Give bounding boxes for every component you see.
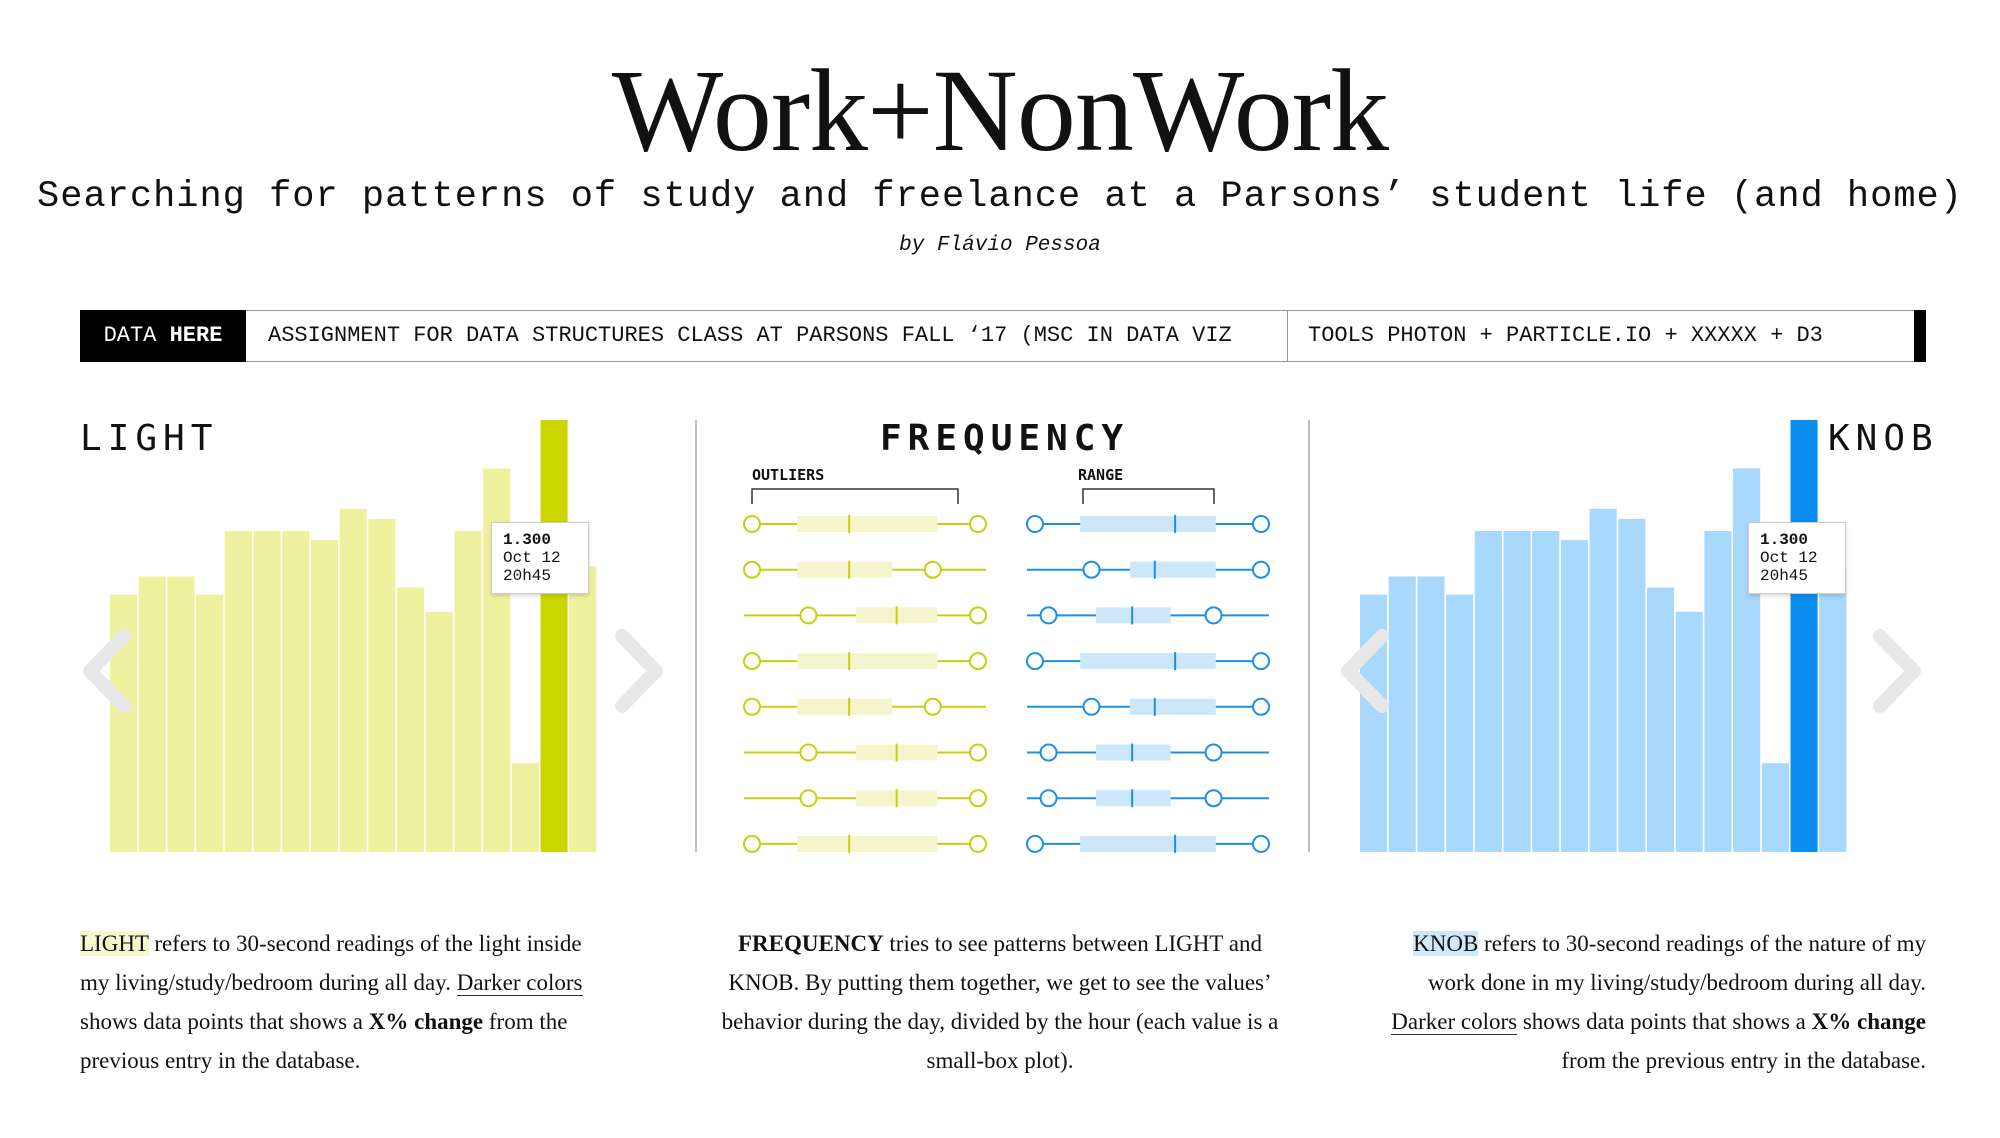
bar[interactable] <box>1618 518 1646 852</box>
bar[interactable] <box>1560 540 1588 852</box>
boxplot-row[interactable] <box>1027 606 1269 625</box>
bar[interactable] <box>425 611 453 852</box>
bar[interactable] <box>1819 566 1847 852</box>
boxplot-row[interactable] <box>1027 697 1270 716</box>
boxplot-group-label: RANGE <box>1078 466 1123 484</box>
bar[interactable] <box>1388 576 1416 852</box>
bar[interactable] <box>1589 508 1617 852</box>
light-next-arrow-icon[interactable] <box>604 626 674 716</box>
light-prev-arrow-icon[interactable] <box>72 626 142 716</box>
boxplot-row[interactable] <box>1026 652 1270 671</box>
boxplot-row[interactable] <box>743 652 987 671</box>
darker-colors-link[interactable]: Darker colors <box>456 970 583 996</box>
boxplot-row[interactable] <box>743 834 987 853</box>
boxplot-row[interactable] <box>743 560 986 579</box>
data-prefix: DATA <box>103 323 157 348</box>
bar[interactable] <box>569 566 597 852</box>
knob-prev-arrow-icon[interactable] <box>1330 626 1400 716</box>
light-desc-text: refers to 30-second readings of the ligh… <box>80 931 582 995</box>
bar[interactable] <box>1704 531 1732 852</box>
light-tooltip: 1.300 Oct 12 20h45 <box>491 522 589 594</box>
frequency-term: FREQUENCY <box>738 931 884 956</box>
knob-desc-text: shows data points that shows a <box>1517 1009 1812 1034</box>
info-bar: DATA HERE ASSIGNMENT FOR DATA STRUCTURES… <box>80 310 1926 362</box>
section-divider <box>1308 420 1310 852</box>
info-bar-end-marker <box>1914 310 1926 362</box>
boxplot-row[interactable] <box>743 697 986 716</box>
page-subtitle: Searching for patterns of study and free… <box>37 176 1963 218</box>
tooltip-date: Oct 12 <box>503 549 561 567</box>
boxplot-group-bracket <box>751 488 959 504</box>
knob-term: KNOB <box>1413 931 1479 956</box>
tools-text: TOOLS PHOTON + PARTICLE.IO + XXXXX + D3 <box>1308 323 1823 348</box>
info-bar-divider <box>1287 311 1288 361</box>
light-desc-text: shows data points that shows a <box>80 1009 369 1034</box>
bar[interactable] <box>167 576 195 852</box>
knob-desc-text: refers to 30-second readings of the natu… <box>1427 931 1926 995</box>
bar[interactable] <box>368 518 396 852</box>
bar[interactable] <box>1446 594 1474 852</box>
boxplot-row[interactable] <box>1027 789 1269 808</box>
knob-tooltip: 1.300 Oct 12 20h45 <box>1748 522 1846 594</box>
boxplot-group-label: OUTLIERS <box>752 466 824 484</box>
assignment-text: ASSIGNMENT FOR DATA STRUCTURES CLASS AT … <box>268 323 1232 348</box>
tooltip-time: 20h45 <box>1760 567 1809 585</box>
tooltip-date: Oct 12 <box>1760 549 1818 567</box>
darker-colors-link[interactable]: Darker colors <box>1391 1009 1518 1035</box>
boxplot-row[interactable] <box>1027 743 1269 762</box>
light-bar-chart <box>110 420 597 852</box>
bar[interactable] <box>397 587 425 852</box>
page-title: Work+NonWork <box>611 45 1389 176</box>
bar[interactable] <box>1474 531 1502 852</box>
bar[interactable] <box>224 531 252 852</box>
knob-desc-bold: X% change <box>1811 1009 1926 1034</box>
bar[interactable] <box>1675 611 1703 852</box>
frequency-desc-text: tries to see patterns between LIGHT and … <box>721 931 1279 1073</box>
knob-bar-chart <box>1360 420 1847 852</box>
boxplot-row[interactable] <box>744 743 987 762</box>
bar[interactable] <box>454 531 482 852</box>
tooltip-value: 1.300 <box>503 531 552 549</box>
data-here-button[interactable]: DATA HERE <box>80 310 246 362</box>
boxplot-row[interactable] <box>743 515 987 533</box>
frequency-boxplot-chart: OUTLIERS RANGE <box>743 466 1270 853</box>
bar[interactable] <box>511 763 539 852</box>
knob-next-arrow-icon[interactable] <box>1862 626 1932 716</box>
bar[interactable] <box>339 508 367 852</box>
bar[interactable] <box>1647 587 1675 852</box>
boxplot-row[interactable] <box>1026 515 1270 533</box>
light-desc-bold: X% change <box>368 1009 484 1034</box>
frequency-description: FREQUENCY tries to see patterns between … <box>712 924 1288 1080</box>
section-divider <box>695 420 697 852</box>
bar[interactable] <box>196 594 224 852</box>
light-section-title: LIGHT <box>80 418 219 459</box>
light-desc-text: from the previous entry in the database. <box>80 1009 568 1073</box>
bar[interactable] <box>1761 763 1789 852</box>
highlighted-bar[interactable] <box>540 420 568 852</box>
boxplot-group-bracket <box>1082 488 1215 504</box>
highlighted-bar[interactable] <box>1790 420 1818 852</box>
frequency-section-title: FREQUENCY <box>880 418 1130 459</box>
knob-section-title: KNOB <box>1828 418 1939 459</box>
boxplot-row[interactable] <box>1027 560 1270 579</box>
bar[interactable] <box>138 576 166 852</box>
bar[interactable] <box>310 540 338 852</box>
bar[interactable] <box>1532 531 1560 852</box>
data-here-bold: HERE <box>169 323 223 348</box>
knob-description: KNOB refers to 30-second readings of the… <box>1390 924 1926 1080</box>
light-description: LIGHT refers to 30-second readings of th… <box>80 924 616 1080</box>
bar[interactable] <box>1503 531 1531 852</box>
knob-desc-text: from the previous entry in the database. <box>1561 1048 1926 1073</box>
boxplot-row[interactable] <box>1026 834 1270 853</box>
boxplot-row[interactable] <box>744 606 987 625</box>
bar[interactable] <box>1417 576 1445 852</box>
bar[interactable] <box>253 531 281 852</box>
byline: by Flávio Pessoa <box>899 234 1101 257</box>
light-term: LIGHT <box>80 931 149 956</box>
boxplot-row[interactable] <box>744 789 987 808</box>
tooltip-value: 1.300 <box>1760 531 1809 549</box>
bar[interactable] <box>282 531 310 852</box>
tooltip-time: 20h45 <box>503 567 552 585</box>
